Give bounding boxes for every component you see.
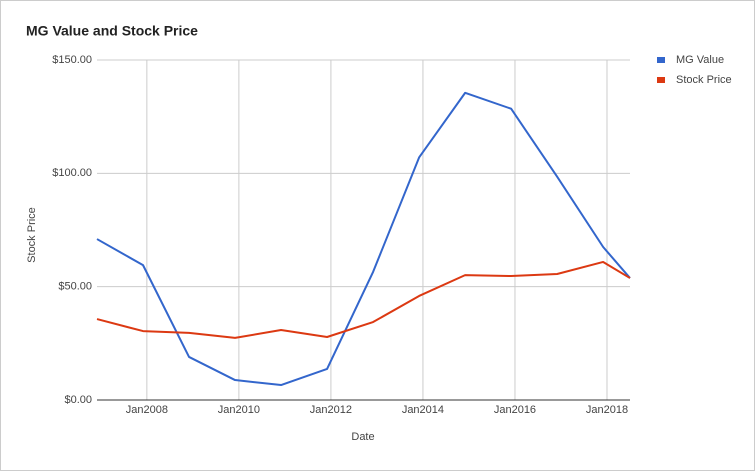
chart-title: MG Value and Stock Price bbox=[26, 23, 198, 39]
x-axis-label: Date bbox=[351, 431, 374, 443]
x-tick-label: Jan2014 bbox=[402, 404, 444, 416]
x-tick-label: Jan2018 bbox=[586, 404, 628, 416]
legend-label: MG Value bbox=[676, 54, 724, 66]
y-tick-label: $150.00 bbox=[52, 54, 92, 66]
legend-swatch bbox=[657, 77, 665, 83]
y-tick-label: $50.00 bbox=[58, 281, 92, 293]
series-line bbox=[96, 91, 631, 387]
x-tick-label: Jan2008 bbox=[126, 404, 168, 416]
y-tick-label: $0.00 bbox=[64, 394, 92, 406]
series-line bbox=[96, 260, 631, 339]
x-tick-label: Jan2016 bbox=[494, 404, 536, 416]
y-axis-label: Stock Price bbox=[26, 207, 38, 263]
y-tick-label: $100.00 bbox=[52, 167, 92, 179]
x-tick-label: Jan2010 bbox=[218, 404, 260, 416]
legend-swatch bbox=[657, 57, 665, 63]
x-tick-label: Jan2012 bbox=[310, 404, 352, 416]
legend-label: Stock Price bbox=[676, 74, 732, 86]
